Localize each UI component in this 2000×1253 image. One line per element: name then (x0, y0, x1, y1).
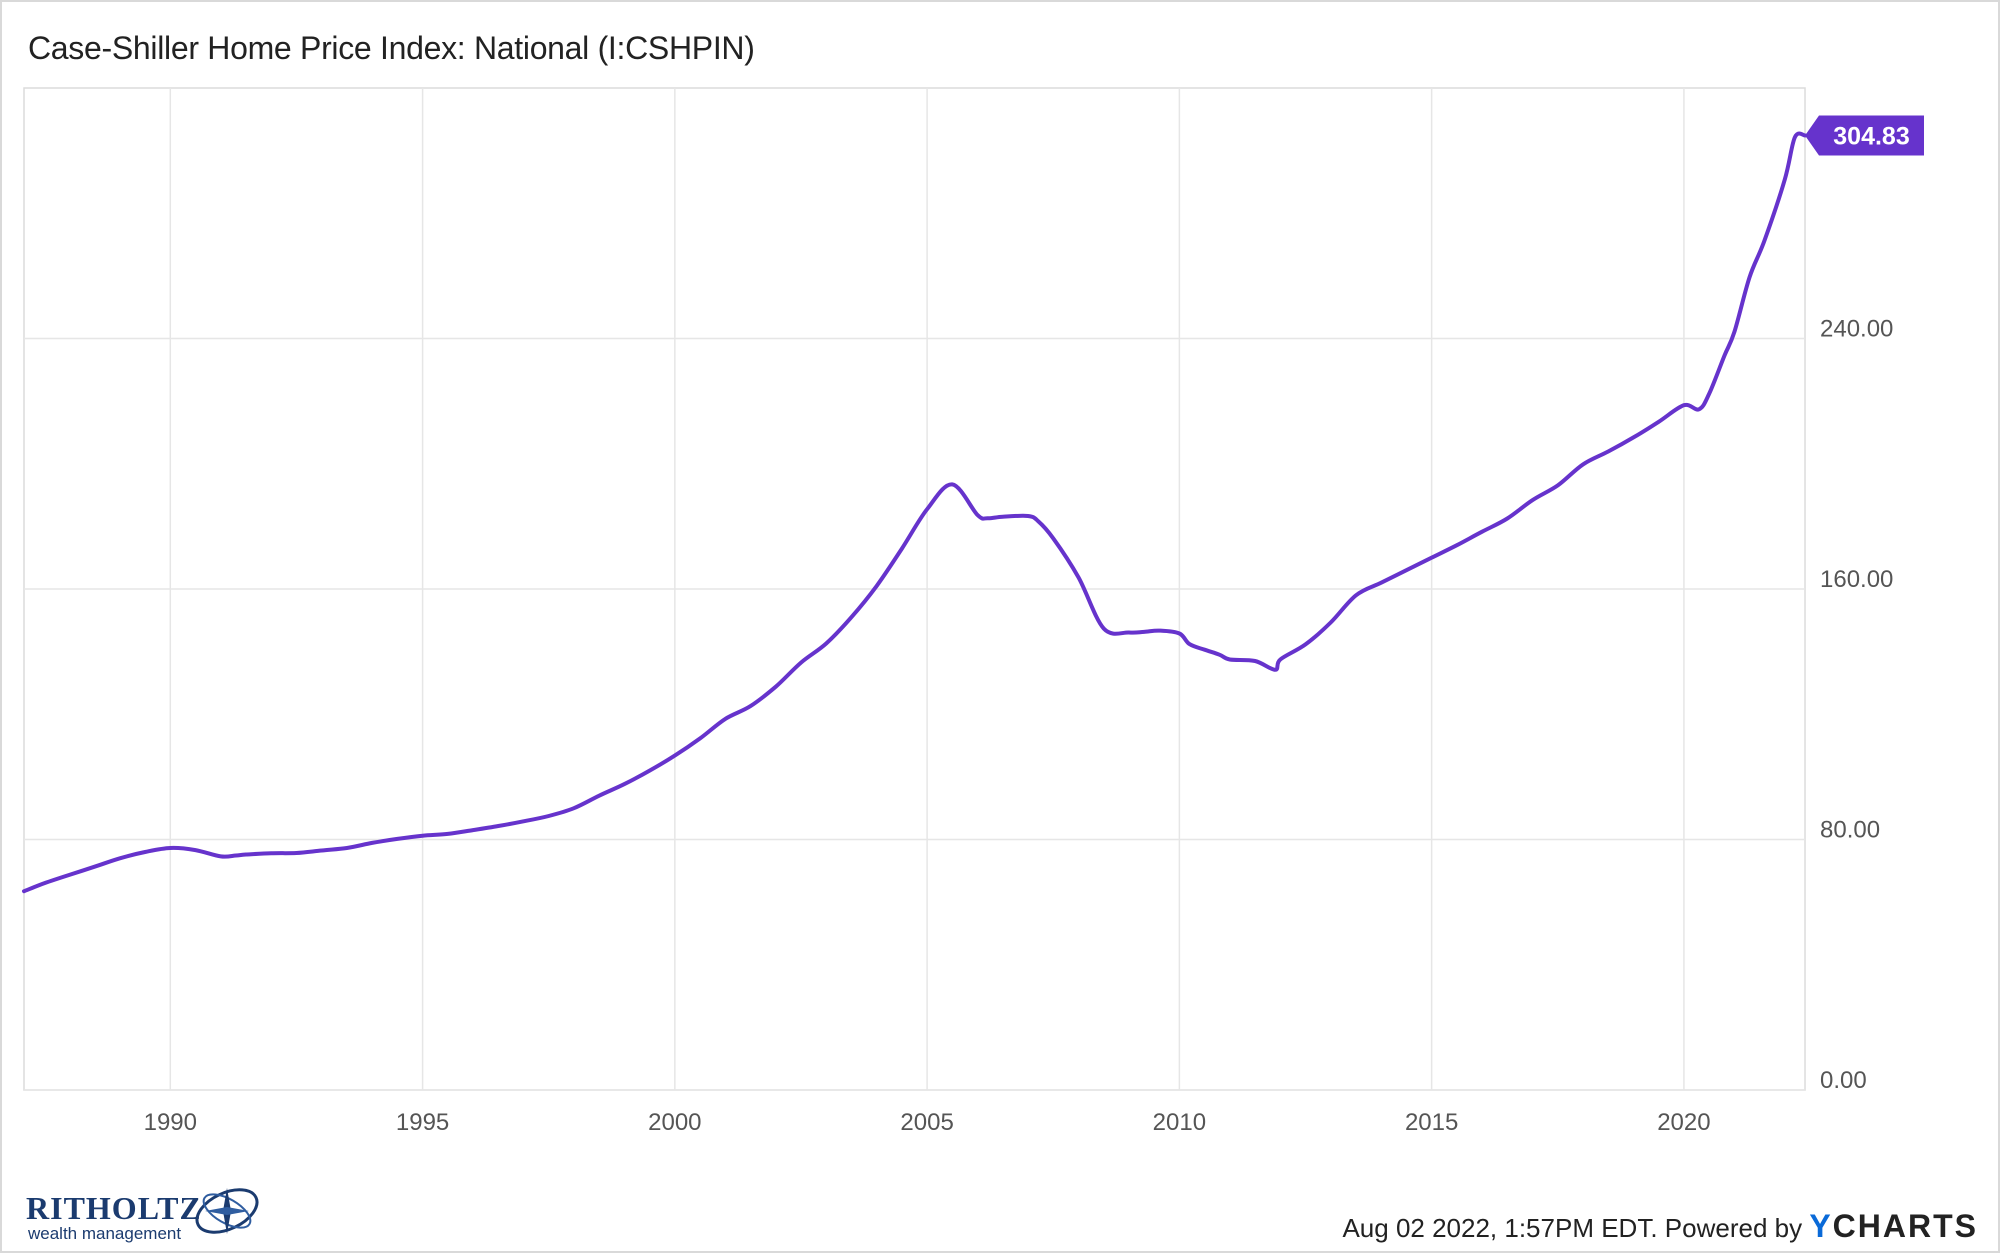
x-tick-label: 2010 (1153, 1109, 1206, 1136)
last-value-label: 304.83 (1833, 123, 1909, 151)
logo-subtitle: wealth management (28, 1224, 182, 1243)
x-tick-label: 1995 (396, 1109, 449, 1136)
ritholtz-logo: RITHOLTZ wealth management (26, 1180, 266, 1243)
y-tick-label: 240.00 (1820, 316, 1893, 343)
timestamp: Aug 02 2022, 1:57PM EDT. (1342, 1213, 1658, 1243)
chart-title: Case-Shiller Home Price Index: National … (28, 30, 755, 66)
x-tick-label: 2000 (648, 1109, 701, 1136)
compass-rose-icon (195, 1188, 259, 1234)
y-tick-label: 0.00 (1820, 1067, 1867, 1094)
label-layer: 304.83 (1805, 115, 1924, 156)
x-tick-label: 1990 (144, 1109, 197, 1136)
x-tick-label: 2005 (900, 1109, 953, 1136)
y-tick-label: 80.00 (1820, 817, 1880, 844)
x-tick-label: 2020 (1657, 1109, 1710, 1136)
x-tick-label: 2015 (1405, 1109, 1458, 1136)
grid-layer (23, 87, 1806, 1091)
logo-name: RITHOLTZ (26, 1190, 202, 1226)
chart-footer: Aug 02 2022, 1:57PM EDT. Powered by YCHA… (1342, 1208, 1978, 1245)
series-layer (22, 131, 1807, 894)
axis-layer: 1990 1995 2000 2005 2010 2015 2020 0.00 80.00 160… (144, 316, 1894, 1137)
last-value-badge (1805, 115, 1924, 156)
ycharts-brand[interactable]: YCHARTS (1809, 1208, 1978, 1244)
series-line (22, 131, 1807, 894)
powered-by-label: Powered by (1664, 1213, 1803, 1243)
y-tick-label: 160.00 (1820, 566, 1893, 593)
